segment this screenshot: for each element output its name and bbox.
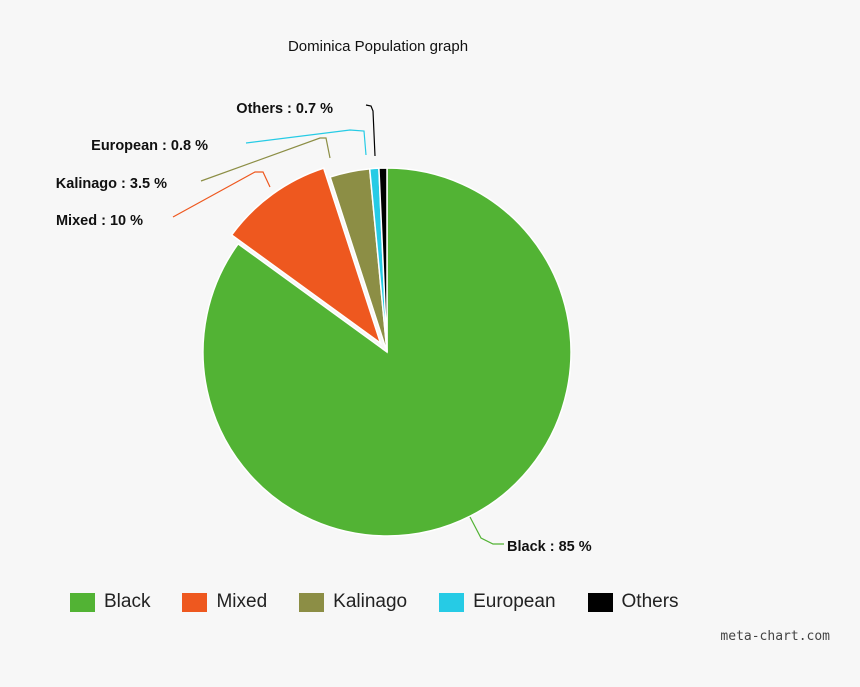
leader-line-others	[365, 104, 376, 157]
legend-swatch	[439, 592, 465, 612]
leader-line-black	[469, 516, 504, 545]
pie-slice-mixed	[230, 167, 382, 346]
legend-swatch	[70, 592, 95, 612]
legend-label: European	[473, 591, 556, 612]
legend-item-mixed[interactable]: Mixed	[182, 591, 267, 613]
legend-swatch	[299, 592, 325, 612]
legend-swatch	[182, 592, 208, 612]
chart-title: Dominica Population graph	[287, 38, 469, 55]
legend-item-others[interactable]: Others	[587, 591, 679, 613]
legend-label: Kalinago	[333, 591, 408, 612]
leader-line-kalinago	[200, 137, 331, 182]
data-label-european: European : 0.8 %	[91, 138, 208, 154]
legend: Black Mixed Kalinago European Others	[70, 591, 711, 613]
legend-item-black[interactable]: Black	[70, 591, 150, 613]
leader-line-european	[245, 129, 367, 156]
legend-item-european[interactable]: European	[439, 591, 556, 613]
legend-label: Black	[104, 591, 151, 612]
legend-item-kalinago[interactable]: Kalinago	[299, 591, 407, 613]
data-label-kalinago: Kalinago : 3.5 %	[56, 176, 167, 192]
pie-slice-others	[378, 167, 388, 353]
data-label-mixed: Mixed : 10 %	[56, 213, 143, 229]
watermark: meta-chart.com	[720, 629, 830, 644]
data-label-others: Others : 0.7 %	[236, 101, 333, 117]
legend-swatch	[587, 592, 613, 612]
legend-label: Others	[621, 591, 679, 612]
data-label-black: Black : 85 %	[507, 539, 592, 555]
leader-line-mixed	[172, 171, 271, 218]
legend-label: Mixed	[216, 591, 268, 612]
